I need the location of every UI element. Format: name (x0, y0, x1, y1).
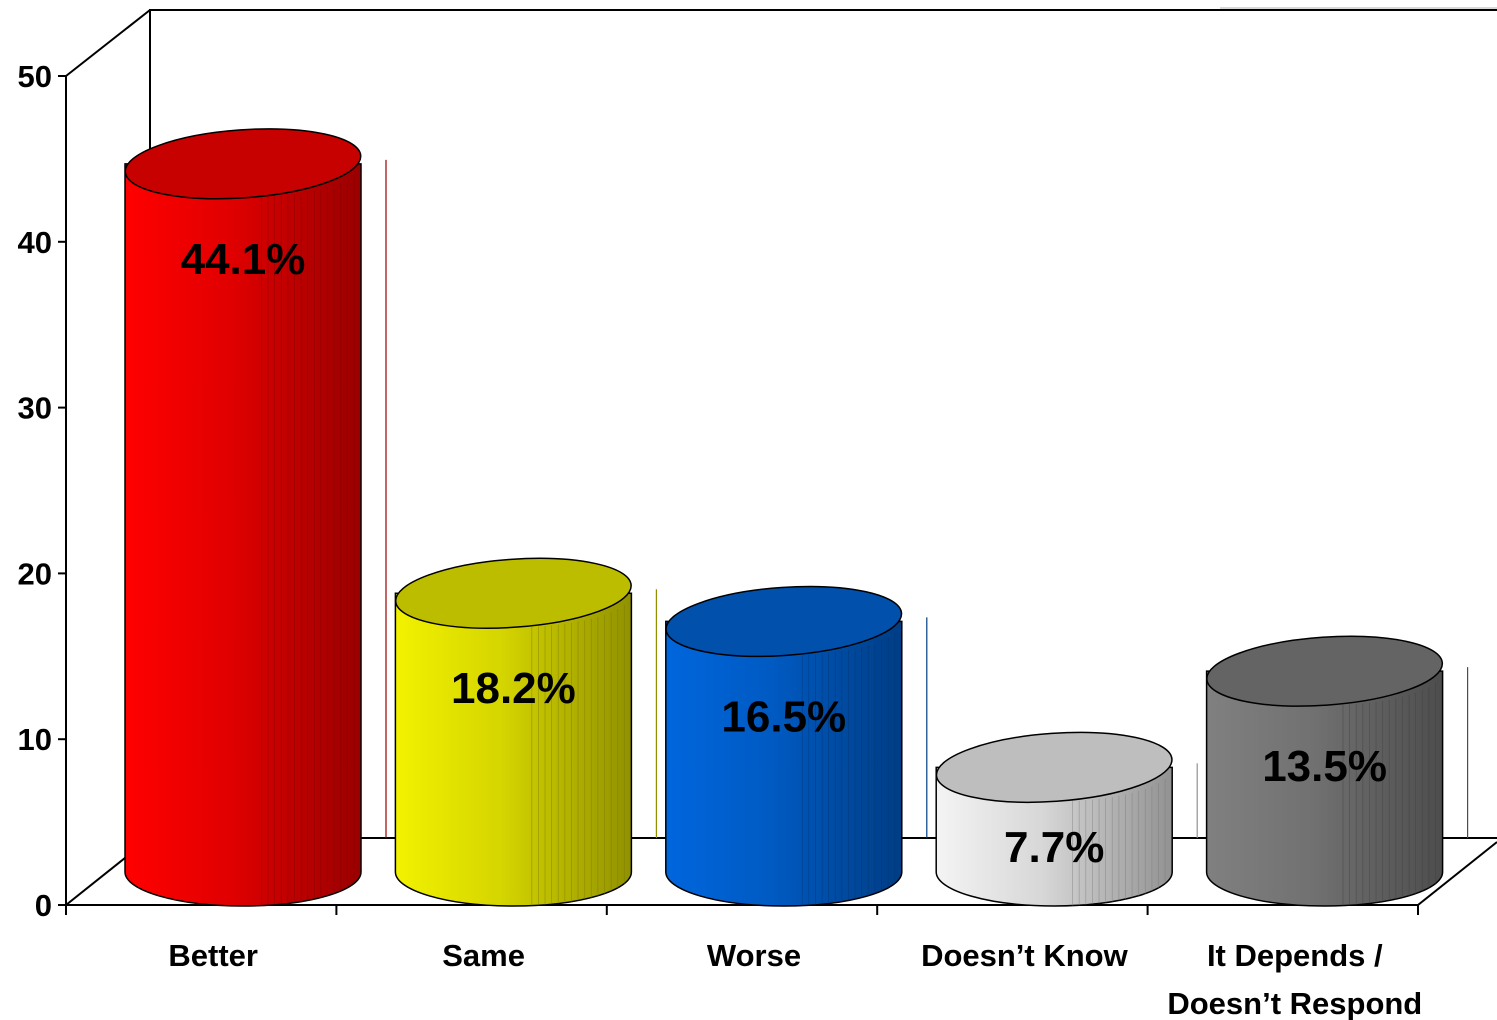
bar-top (935, 731, 1173, 803)
y-tick-label: 10 (18, 722, 52, 757)
category-label-it-depends-doesn-t-respond: It Depends / (1207, 938, 1383, 973)
bar-body (1205, 670, 1444, 907)
y-tick-label: 50 (18, 59, 52, 94)
category-label-worse: Worse (707, 938, 801, 973)
category-label-better: Better (168, 938, 258, 973)
bar-body (394, 592, 633, 907)
data-label-better: 44.1% (181, 235, 306, 284)
category-label-doesn-t-know: Doesn’t Know (921, 938, 1129, 973)
bar-top (665, 585, 903, 658)
bar-top (394, 557, 632, 629)
bar-top (124, 128, 362, 200)
category-labels: Better Same Worse Doesn’t Know It Depends / D… (168, 938, 1422, 1020)
category-label-it-depends-doesn-t-respond: Doesn’t Respond (1167, 986, 1422, 1020)
bar-better (124, 128, 387, 907)
data-label-it-depends-doesn-t-respond: 13.5% (1262, 742, 1387, 791)
bar-worse (665, 585, 928, 907)
bars (124, 128, 1469, 907)
y-tick-label: 40 (18, 225, 52, 260)
bar-it-depends-doesn-t-respond (1205, 635, 1469, 907)
data-label-same: 18.2% (451, 664, 576, 713)
bar-doesn-t-know (935, 731, 1198, 907)
axes (65, 76, 1418, 906)
y-tick-label: 0 (35, 888, 52, 923)
bar-body (935, 766, 1173, 907)
data-label-worse: 16.5% (721, 692, 846, 741)
floor-right-edge (1417, 841, 1497, 906)
y-tick-label: 20 (18, 556, 52, 591)
bar-top (1206, 635, 1444, 707)
bar-body (665, 620, 903, 907)
data-label-doesn-t-know: 7.7% (1004, 823, 1104, 872)
y-tick-label: 30 (18, 391, 52, 426)
bar-same (394, 557, 658, 907)
data-labels: 44.1% 18.2% 16.5% 7.7% 13.5% (181, 235, 1387, 872)
x-ticks (65, 905, 1419, 915)
bar-body (124, 163, 362, 907)
y-ticks: 0 10 20 30 40 50 (18, 59, 66, 923)
wall-depth-edge (65, 9, 151, 77)
category-label-same: Same (442, 938, 525, 973)
